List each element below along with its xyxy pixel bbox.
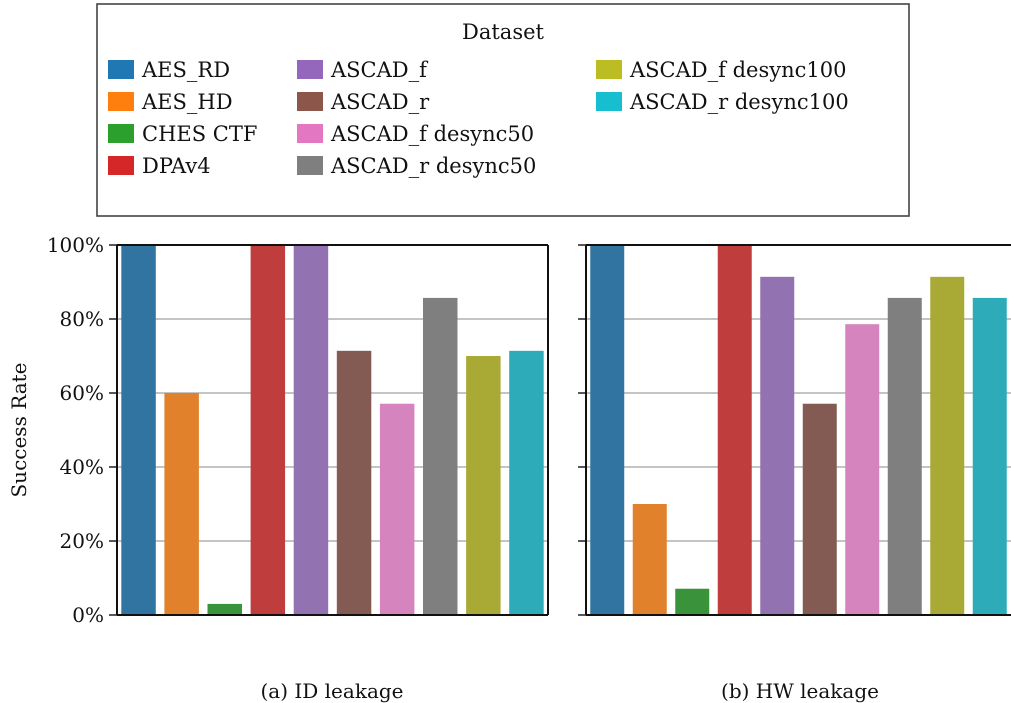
legend-label: AES_HD [141,90,233,114]
legend-entry: AES_HD [108,90,233,114]
bar-ascad-f-desync50 [845,324,880,615]
bar-ascad-f-desync100 [930,276,965,615]
legend-label: ASCAD_f desync50 [330,122,534,146]
legend-label: DPAv4 [142,154,211,178]
bar-ches-ctf [675,588,710,615]
bar-dpav4 [250,245,286,615]
legend-label: ASCAD_f [330,58,429,82]
legend-swatch [297,124,323,143]
legend-label: AES_RD [141,58,230,82]
legend-entry: ASCAD_r desync50 [297,154,536,178]
legend-swatch [108,92,134,111]
bar-ascad-f-desync50 [379,403,415,615]
legend-entry: ASCAD_f [297,58,429,82]
axes-id-leakage [116,244,549,616]
legend-entry: ASCAD_r [297,90,430,114]
legend-frame [96,3,910,217]
yticks-hw-leakage [578,244,586,616]
panel-hw-leakage: (b) HW leakage [578,244,1011,703]
bar-ascad-f [293,245,329,615]
panel-id-leakage: 0% 20% 40% 60% 80% 100% Success Rate (a) ID l… [7,233,549,703]
legend-label: CHES CTF [142,122,257,146]
legend-label: ASCAD_r desync50 [330,154,536,178]
caption-id-leakage: (a) ID leakage [260,679,403,703]
legend-entry: ASCAD_f desync50 [297,122,534,146]
legend-entry: DPAv4 [108,154,211,178]
legend-swatch [297,92,323,111]
legend-label: ASCAD_r desync100 [629,90,849,114]
legend-entry: ASCAD_r desync100 [596,90,849,114]
bar-ascad-f-desync100 [466,356,501,615]
caption-hw-leakage: (b) HW leakage [721,679,879,703]
bar-dpav4 [717,245,752,615]
legend-swatch [108,124,134,143]
y-tick-label: 40% [60,455,104,479]
legend-swatch [108,60,134,79]
legend-entry: CHES CTF [108,122,257,146]
legend-swatch [297,156,323,175]
yticks-id-leakage: 0% 20% 40% 60% 80% 100% [47,233,117,627]
axes-hw-leakage [585,244,1011,616]
bar-aes-rd [590,245,625,615]
legend-entry: AES_RD [108,58,230,82]
y-tick-label: 100% [47,233,104,257]
bar-ascad-f [760,276,795,615]
bar-ascad-r-desync50 [423,297,458,615]
bar-ascad-r-desync100 [972,297,1007,615]
legend-label: ASCAD_r [330,90,430,114]
y-tick-label: 80% [60,307,104,331]
bar-ascad-r [336,350,372,615]
bar-aes-rd [121,245,156,615]
bar-ches-ctf [207,603,242,615]
bar-aes-hd [164,393,199,615]
legend-swatch [596,60,622,79]
legend-label: ASCAD_f desync100 [629,58,846,82]
legend-entry: ASCAD_f desync100 [596,58,846,82]
bar-ascad-r-desync100 [509,350,544,615]
bars-id-leakage [121,245,544,615]
bars-hw-leakage [590,245,1007,615]
y-tick-label: 20% [60,529,104,553]
legend-title: Dataset [462,20,545,44]
legend-swatch [108,156,134,175]
legend-swatch [297,60,323,79]
bar-ascad-r-desync50 [887,297,922,615]
bar-ascad-r [802,403,837,615]
legend-swatch [596,92,622,111]
y-tick-label: 60% [60,381,104,405]
y-axis-label: Success Rate [7,362,31,497]
legend: Dataset AES_RD AES_HD CHES CTF DPAv4 ASCAD_f… [96,3,910,217]
bar-aes-hd [632,504,667,615]
y-tick-label: 0% [72,603,104,627]
